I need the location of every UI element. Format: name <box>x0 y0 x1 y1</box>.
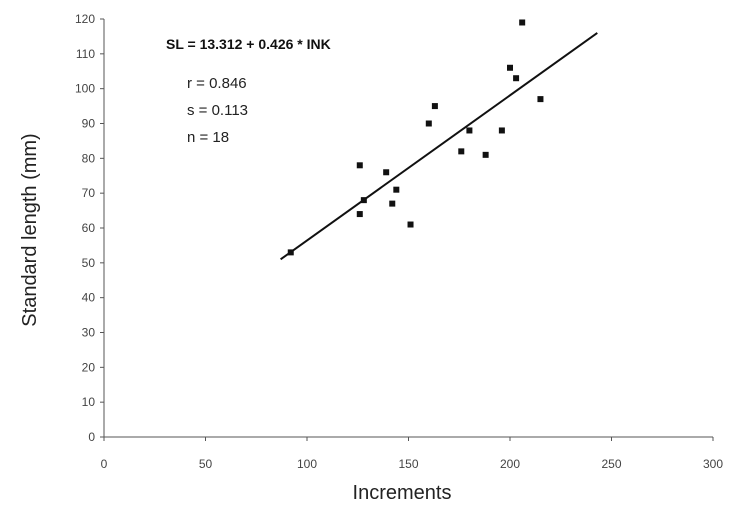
y-tick-label: 120 <box>75 12 95 26</box>
x-tick-label: 100 <box>297 457 317 471</box>
data-point <box>498 127 505 134</box>
y-tick-label: 10 <box>82 395 96 409</box>
data-point <box>458 148 465 155</box>
y-tick-label: 70 <box>82 186 96 200</box>
data-point <box>466 127 473 134</box>
x-tick-label: 200 <box>500 457 520 471</box>
y-tick-label: 0 <box>88 430 95 444</box>
y-tick-label: 110 <box>76 47 95 61</box>
y-tick-label: 90 <box>82 117 96 131</box>
x-tick-label: 250 <box>601 457 621 471</box>
y-axis-title: Standard length (mm) <box>19 133 41 326</box>
data-point <box>356 211 363 218</box>
x-axis-ticks: 0 50 100 150 200 250 300 <box>101 437 723 471</box>
y-tick-label: 40 <box>82 291 96 305</box>
y-tick-label: 20 <box>82 360 96 374</box>
y-tick-label: 50 <box>82 256 96 270</box>
y-tick-label: 60 <box>82 221 96 235</box>
regression-equation: SL = 13.312 + 0.426 * INK <box>166 36 331 52</box>
data-point <box>407 221 414 228</box>
stat-s: s = 0.113 <box>187 102 248 119</box>
y-tick-label: 30 <box>82 326 96 340</box>
x-axis-title: Increments <box>353 482 452 504</box>
x-tick-label: 150 <box>398 457 418 471</box>
x-tick-label: 0 <box>101 457 108 471</box>
y-axis-ticks: 0 10 20 30 40 50 60 70 80 90 100 110 120 <box>75 12 104 444</box>
stat-n: n = 18 <box>187 129 229 146</box>
data-point <box>360 197 367 204</box>
data-point <box>393 186 400 193</box>
data-point <box>519 19 526 26</box>
y-tick-label: 80 <box>82 151 96 165</box>
data-point <box>383 169 390 176</box>
data-points <box>287 19 544 256</box>
regression-line <box>280 32 598 261</box>
data-point <box>425 120 432 127</box>
data-point <box>431 103 438 110</box>
y-tick-label: 100 <box>75 82 95 96</box>
x-tick-label: 300 <box>703 457 723 471</box>
stat-r: r = 0.846 <box>187 75 247 92</box>
data-point <box>482 151 489 158</box>
data-point <box>513 75 520 82</box>
data-point <box>537 96 544 103</box>
data-point <box>356 162 363 169</box>
data-point <box>287 249 294 256</box>
data-point <box>389 200 396 207</box>
x-tick-label: 50 <box>199 457 213 471</box>
data-point <box>507 64 513 71</box>
